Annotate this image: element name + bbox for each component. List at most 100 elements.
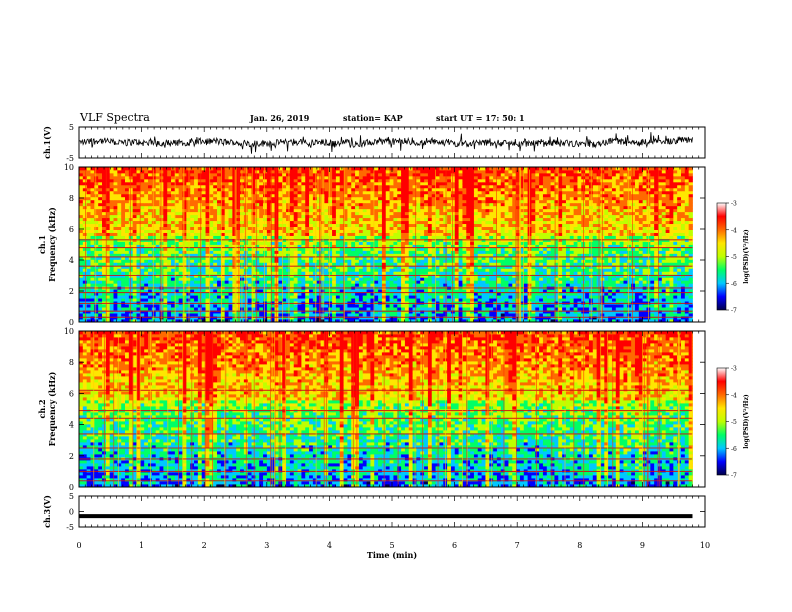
spectrogram-cell <box>623 253 628 257</box>
spectrogram-cell <box>604 289 609 293</box>
spectrogram-cell <box>393 307 398 311</box>
spectrogram-cell <box>259 313 264 317</box>
spectrogram-cell <box>263 271 268 275</box>
spectrogram-cell <box>546 250 552 254</box>
spectrogram-cell <box>642 280 647 284</box>
spectrogram-cell <box>650 289 655 293</box>
spectrogram-cell <box>604 280 609 284</box>
spectrogram-cell <box>573 292 578 296</box>
spectrogram-cell <box>608 295 613 299</box>
spectrogram-cell <box>220 262 226 266</box>
spectrogram-cell <box>669 259 674 263</box>
spectrogram-cell <box>259 232 264 236</box>
spectrogram-cell <box>550 262 555 266</box>
spectrogram-cell <box>201 298 206 302</box>
spectrogram-cell <box>680 307 686 311</box>
spectrogram-cell <box>163 319 168 323</box>
spectrogram-cell <box>565 247 571 251</box>
spectrogram-cell <box>358 271 364 275</box>
spectrogram-cell <box>213 250 218 254</box>
spectrogram-cell <box>500 304 505 308</box>
spectrogram-cell <box>619 310 624 314</box>
spectrogram-cell <box>489 259 494 263</box>
spectrogram-cell <box>151 289 157 293</box>
spectrogram-cell <box>247 250 252 254</box>
spectrogram-cell <box>236 310 241 314</box>
spectrogram-cell <box>585 307 590 311</box>
spectrogram-cell <box>638 262 644 266</box>
spectrogram-cell <box>573 280 578 284</box>
spectrogram-cell <box>270 262 275 266</box>
spectrogram-cell <box>205 265 210 269</box>
spectrogram-cell <box>439 247 444 251</box>
spectrogram-cell <box>274 265 279 269</box>
spectrogram-cell <box>305 301 310 305</box>
spectrogram-cell <box>102 265 107 269</box>
spectrogram-cell <box>324 244 329 248</box>
spectrogram-cell <box>393 283 398 287</box>
spectrogram-cell <box>523 268 528 272</box>
spectrogram-cell <box>573 268 578 272</box>
spectrogram-cell <box>109 250 114 254</box>
spectrogram-cell <box>493 310 498 314</box>
spectrogram-cell <box>420 313 425 317</box>
spectrogram-cell <box>477 247 482 251</box>
spectrogram-cell <box>297 292 302 296</box>
spectrogram-cell <box>251 283 256 287</box>
spectrogram-cell <box>631 289 636 293</box>
spectrogram-cell <box>228 265 233 269</box>
spectrogram-cell <box>443 253 448 257</box>
spectrogram-cell <box>236 271 241 275</box>
spectrogram-cell <box>228 298 233 302</box>
spectrogram-cell <box>289 247 295 251</box>
spectrogram-cell <box>98 265 103 269</box>
spectrogram-cell <box>661 235 667 239</box>
spectrogram-cell <box>366 241 371 245</box>
spectrogram-cell <box>381 271 387 275</box>
spectrogram-cell <box>481 265 486 269</box>
spectrogram-cell <box>378 283 383 287</box>
spectrogram-cell <box>546 313 552 317</box>
spectrogram-cell <box>684 277 690 281</box>
spectrogram-cell <box>94 319 99 323</box>
spectrogram-cell <box>496 292 502 296</box>
spectrogram-cell <box>435 304 440 308</box>
spectrogram-cell <box>186 268 191 272</box>
spectrogram-cell <box>512 301 517 305</box>
spectrogram-cell <box>362 289 367 293</box>
spectrogram-cell <box>205 253 210 257</box>
spectrogram-cell <box>531 310 536 314</box>
spectrogram-cell <box>665 265 670 269</box>
spectrogram-cell <box>144 247 149 251</box>
spectrogram-cell <box>278 280 283 284</box>
spectrogram-cell <box>585 253 590 257</box>
spectrogram-cell <box>427 277 433 281</box>
spectrogram-cell <box>366 304 371 308</box>
spectrogram-cell <box>332 277 337 281</box>
spectrogram-cell <box>282 295 287 299</box>
spectrogram-cell <box>447 262 452 266</box>
spectrogram-cell <box>408 262 413 266</box>
spectrogram-cell <box>263 253 268 257</box>
spectrogram-cell <box>266 280 272 284</box>
spectrogram-cell <box>650 262 655 266</box>
spectrogram-cell <box>447 283 452 287</box>
spectrogram-cell <box>374 268 379 272</box>
spectrogram-cell <box>401 259 406 263</box>
spectrogram-cell <box>404 301 410 305</box>
spectrogram-cell <box>458 310 463 314</box>
spectrogram-cell <box>132 283 137 287</box>
spectrogram-cell <box>305 232 310 236</box>
spectrogram-cell <box>148 271 153 275</box>
spectrogram-cell <box>458 271 463 275</box>
spectrogram-cell <box>381 250 387 254</box>
spectrogram-cell <box>266 304 272 308</box>
spectrogram-cell <box>309 250 314 254</box>
spectrogram-cell <box>385 283 390 287</box>
spectrogram-cell <box>213 271 218 275</box>
spectrogram-cell <box>393 262 398 266</box>
spectrogram-cell <box>481 268 486 272</box>
spectrogram-cell <box>385 301 390 305</box>
spectrogram-cell <box>546 265 552 269</box>
spectrogram-cell <box>274 262 279 266</box>
